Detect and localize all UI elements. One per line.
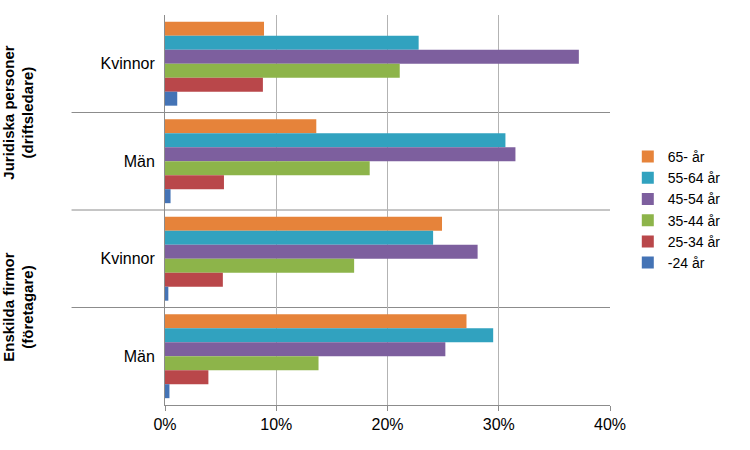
svg-text:20%: 20% <box>371 416 403 433</box>
svg-text:Män: Män <box>124 348 155 365</box>
svg-text:10%: 10% <box>260 416 292 433</box>
svg-text:Juridiska personer(driftsledar: Juridiska personer(driftsledare) <box>0 45 36 179</box>
svg-text:45-54 år: 45-54 år <box>668 191 720 207</box>
svg-text:40%: 40% <box>594 416 626 433</box>
svg-text:0%: 0% <box>153 416 176 433</box>
svg-text:25-34 år: 25-34 år <box>668 234 720 250</box>
svg-text:-24 år: -24 år <box>668 255 705 271</box>
svg-text:Kvinnor: Kvinnor <box>101 250 156 267</box>
svg-text:35-44 år: 35-44 år <box>668 213 720 229</box>
svg-text:Män: Män <box>124 153 155 170</box>
svg-text:55-64 år: 55-64 år <box>668 170 720 186</box>
svg-text:65- år: 65- år <box>668 149 705 165</box>
svg-text:Enskilda firmor(företagare): Enskilda firmor(företagare) <box>0 252 36 361</box>
svg-text:30%: 30% <box>483 416 515 433</box>
svg-text:Kvinnor: Kvinnor <box>101 55 156 72</box>
